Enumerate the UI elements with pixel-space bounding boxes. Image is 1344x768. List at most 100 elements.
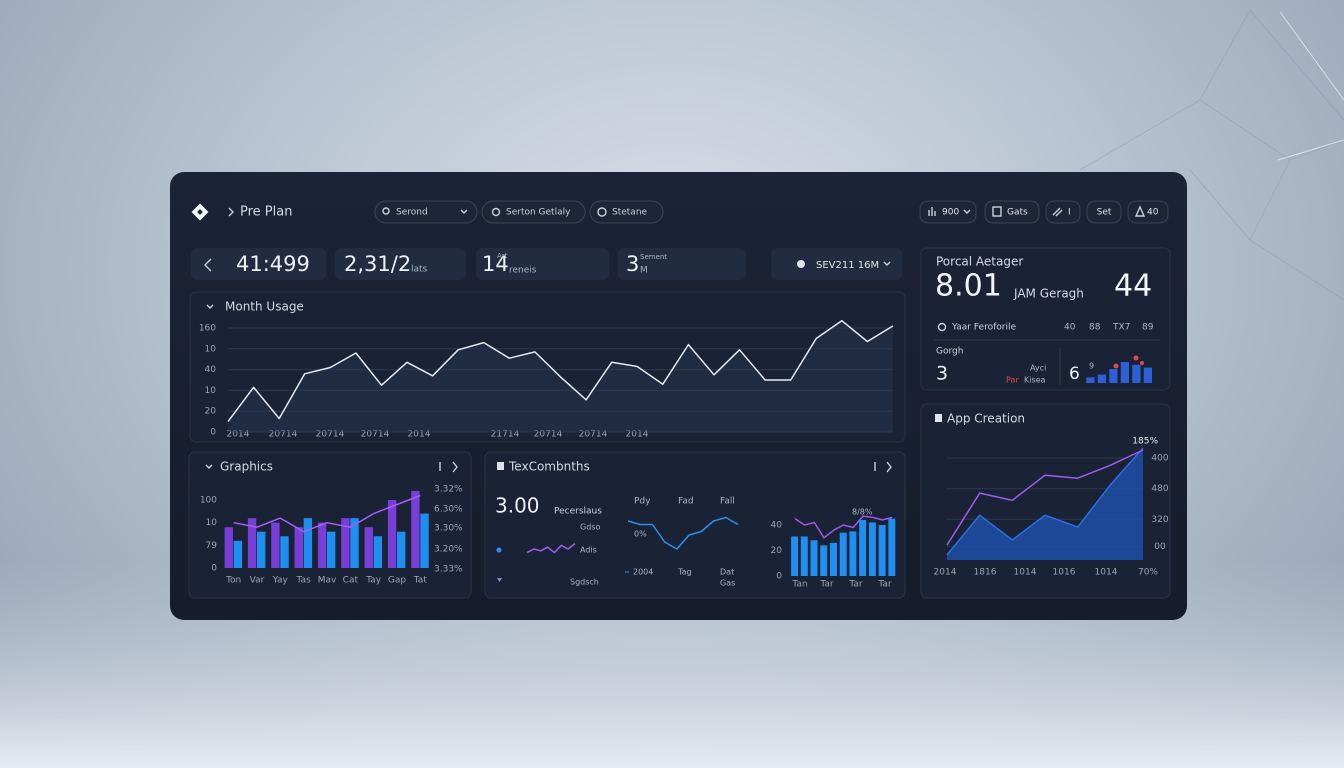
action-button[interactable] xyxy=(919,200,977,224)
panel-tools[interactable] xyxy=(874,461,892,473)
bar xyxy=(271,522,280,568)
x-tick-label: 70% xyxy=(1138,568,1158,578)
profile-label: Yaar Feroforile xyxy=(951,323,1016,333)
line xyxy=(946,447,1144,556)
x-tick-label: Mav xyxy=(318,576,337,586)
bar xyxy=(327,531,336,568)
x-tick-label: Var xyxy=(250,576,265,586)
summary-value: 8.01 xyxy=(935,269,1002,304)
x-tick-label: Gap xyxy=(388,576,406,586)
column-header: Fad xyxy=(678,497,694,507)
area xyxy=(947,448,1143,560)
x-tick-label: Tar xyxy=(819,580,834,590)
lock-icon xyxy=(497,462,504,470)
legend-marker xyxy=(497,578,502,582)
date-select[interactable] xyxy=(771,248,902,280)
x-tick-label: 21714 xyxy=(491,430,520,440)
panel-tools[interactable] xyxy=(439,461,458,473)
small-value: 6 xyxy=(1069,364,1080,384)
panel-title: Graphics xyxy=(220,460,273,474)
y-tick-label: 20 xyxy=(205,407,217,417)
action-icon xyxy=(928,207,936,216)
bar xyxy=(233,540,243,568)
summary-panel xyxy=(920,247,1171,391)
footer-label: Gas xyxy=(720,579,735,588)
x-tick-label: 2014 xyxy=(408,430,431,440)
stat-caption: Art xyxy=(497,252,508,260)
bar xyxy=(224,527,233,568)
bar xyxy=(878,525,886,576)
y-tick-label: 0 xyxy=(776,572,782,582)
y-tick-label: 0 xyxy=(211,564,217,574)
x-tick-label: 20714 xyxy=(316,430,345,440)
footer-label: Dat xyxy=(720,568,734,577)
bar xyxy=(317,522,327,568)
footer-label: 2004 xyxy=(633,568,653,577)
action-label: 900 xyxy=(942,208,959,218)
action-icon xyxy=(1134,205,1146,217)
search-button[interactable] xyxy=(374,200,478,224)
filter-button[interactable] xyxy=(481,200,586,224)
line xyxy=(227,319,894,423)
legend-dot xyxy=(496,547,502,553)
x-tick-label: 1014 xyxy=(1095,568,1118,578)
bar xyxy=(1132,364,1141,383)
filter-label: Serton Getlaly xyxy=(506,208,571,218)
action-label: I xyxy=(1068,208,1071,218)
action-button[interactable] xyxy=(1086,200,1122,224)
column-header: Pdy xyxy=(634,497,651,507)
bar xyxy=(839,532,847,576)
axis-label: 3.30% xyxy=(434,524,463,534)
x-tick-label: Tat xyxy=(413,576,428,586)
action-button[interactable] xyxy=(1045,200,1081,224)
y-tick-label: 160 xyxy=(199,324,216,334)
back-icon[interactable] xyxy=(204,258,212,272)
action-label: Set xyxy=(1097,208,1112,218)
bar xyxy=(411,490,420,568)
x-tick-label: Tay xyxy=(365,576,382,586)
x-tick-label: 1816 xyxy=(974,568,997,578)
chart-annotation: 185% xyxy=(1132,437,1158,447)
y-tick-label: 40 xyxy=(205,365,217,375)
x-tick-label: 2014 xyxy=(934,568,957,578)
panel-title: App Creation xyxy=(947,412,1025,426)
rate: 0% xyxy=(634,530,647,539)
profile-icon xyxy=(937,322,947,332)
x-tick-label: Ton xyxy=(225,576,241,586)
legend-label: Sgdsch xyxy=(570,578,599,587)
bar xyxy=(868,522,876,576)
status-button[interactable] xyxy=(589,200,664,224)
bar xyxy=(420,513,429,568)
bar xyxy=(829,542,837,576)
bar xyxy=(800,536,808,576)
bar xyxy=(1097,374,1107,383)
date-chevron xyxy=(883,261,891,266)
bar xyxy=(303,518,313,568)
x-tick-label: Yay xyxy=(272,576,289,586)
sub-value: 3 xyxy=(936,363,948,385)
axis-label: 6.30% xyxy=(434,505,463,515)
small-note: 9 xyxy=(1089,362,1094,371)
gear-icon xyxy=(797,260,805,268)
y-tick-label: 20 xyxy=(771,546,783,556)
profile-stat: 88 xyxy=(1089,323,1101,333)
action-icon xyxy=(992,206,1002,217)
x-tick-label: 2014 xyxy=(626,430,649,440)
summary-title: Porcal Aetager xyxy=(936,255,1023,269)
stat-card xyxy=(335,248,466,280)
panel-title: Month Usage xyxy=(225,300,304,314)
axis-label: 3.33% xyxy=(434,565,463,575)
action-button[interactable] xyxy=(1127,200,1169,224)
search-chevron xyxy=(460,209,468,214)
status-label: Stetane xyxy=(612,208,648,218)
network-decoration xyxy=(1079,9,1344,301)
stat-value: 3 xyxy=(626,252,639,276)
stat-value: 41:499 xyxy=(236,252,310,276)
bar xyxy=(294,527,303,568)
y-tick-label: 10 xyxy=(205,386,217,396)
combo-value: 3.00 xyxy=(495,494,540,518)
y-tick-label: 40 xyxy=(771,521,783,531)
combo-panel xyxy=(484,451,906,599)
